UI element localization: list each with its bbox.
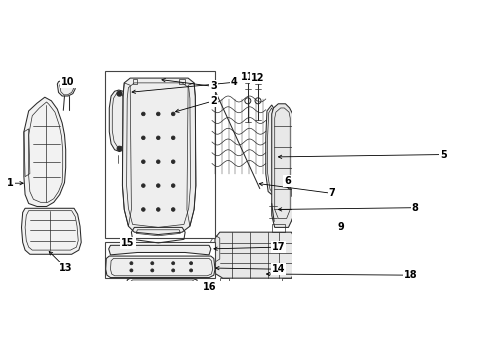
Circle shape [171,262,174,265]
Text: 18: 18 [403,270,417,280]
Circle shape [189,262,192,265]
Text: 9: 9 [337,222,344,233]
Polygon shape [21,208,81,254]
Polygon shape [105,256,215,278]
Circle shape [150,269,153,272]
Polygon shape [57,79,75,96]
Text: 15: 15 [121,238,134,248]
Text: 17: 17 [271,242,285,252]
Text: 1: 1 [7,178,14,188]
Polygon shape [108,245,210,255]
Text: 16: 16 [203,282,216,292]
Polygon shape [122,78,196,235]
Text: 10: 10 [61,77,75,87]
Circle shape [171,112,175,116]
Polygon shape [215,232,294,278]
Circle shape [171,208,175,211]
Polygon shape [24,97,65,207]
Circle shape [141,208,145,211]
Bar [104,71,215,238]
Circle shape [156,160,160,163]
Circle shape [156,208,160,211]
Circle shape [156,184,160,188]
Circle shape [141,160,145,163]
Circle shape [156,136,160,140]
Circle shape [189,269,192,272]
Circle shape [171,184,175,188]
Text: 8: 8 [411,203,418,213]
Text: 13: 13 [59,263,72,273]
Text: 4: 4 [230,77,237,87]
Circle shape [156,112,160,116]
Text: 6: 6 [284,176,290,186]
Circle shape [117,146,122,151]
Circle shape [171,269,174,272]
Circle shape [150,262,153,265]
Text: 7: 7 [328,188,335,198]
Circle shape [141,184,145,188]
Text: 12: 12 [251,73,264,83]
Text: 2: 2 [210,96,217,106]
Circle shape [130,269,133,272]
Text: 5: 5 [439,149,446,159]
Text: 3: 3 [210,81,217,91]
Circle shape [171,136,175,140]
Circle shape [171,160,175,163]
Bar [104,242,215,278]
Polygon shape [265,105,276,194]
Circle shape [141,112,145,116]
Polygon shape [271,104,292,228]
Circle shape [117,91,122,96]
Polygon shape [109,90,128,152]
Circle shape [141,136,145,140]
Text: 11: 11 [240,72,253,82]
Text: 14: 14 [271,264,285,274]
Circle shape [130,262,133,265]
